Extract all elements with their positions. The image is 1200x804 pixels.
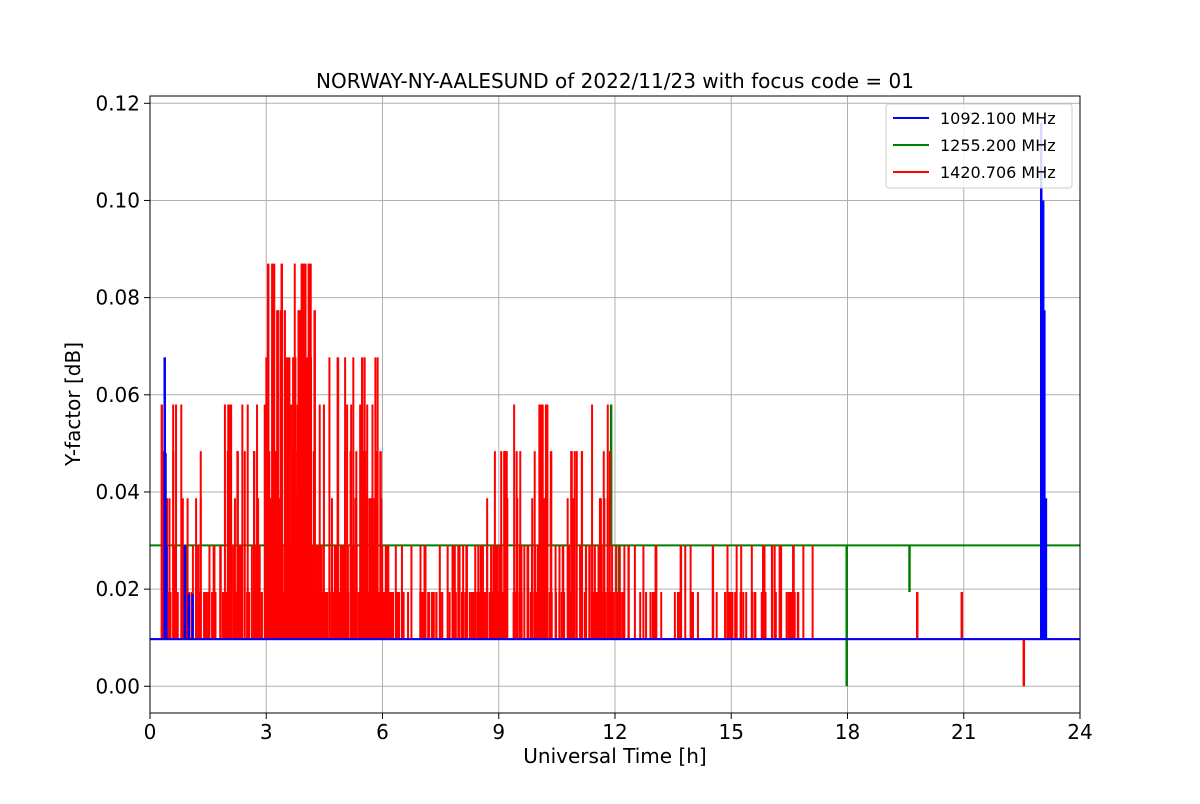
- x-tick-label: 6: [376, 720, 389, 744]
- series-1092100: [150, 122, 1080, 641]
- x-tick-label: 9: [492, 720, 505, 744]
- plot-series: [150, 122, 1080, 687]
- x-tick-label: 15: [719, 720, 744, 744]
- y-tick-label: 0.10: [95, 188, 140, 212]
- y-axis-ticks: 0.00 0.02 0.04 0.06 0.08 0.10 0.12: [95, 91, 150, 698]
- y-tick-label: 0.08: [95, 286, 140, 310]
- legend-box: [885, 103, 1073, 189]
- y-tick-label: 0.04: [95, 480, 140, 504]
- x-axis-label: Universal Time [h]: [523, 744, 706, 768]
- y-tick-label: 0.02: [95, 577, 140, 601]
- y-tick-label: 0.00: [95, 674, 140, 698]
- chart-title: NORWAY-NY-AALESUND of 2022/11/23 with fo…: [316, 69, 914, 93]
- legend-label-1092: 1092.100 MHz: [940, 109, 1056, 128]
- x-tick-label: 0: [144, 720, 157, 744]
- y-tick-label: 0.12: [95, 91, 140, 115]
- legend: 1092.100 MHz 1255.200 MHz 1420.706 MHz: [885, 103, 1073, 189]
- y-axis-label: Y-factor [dB]: [61, 342, 85, 467]
- x-tick-label: 12: [602, 720, 627, 744]
- legend-label-1255: 1255.200 MHz: [940, 136, 1056, 155]
- x-axis-ticks: 0 3 6 9 12 15 18 21 24: [144, 713, 1093, 744]
- x-tick-label: 24: [1067, 720, 1092, 744]
- legend-label-1420: 1420.706 MHz: [940, 163, 1056, 182]
- x-tick-label: 3: [260, 720, 273, 744]
- series-1420706: [150, 263, 1080, 687]
- x-tick-label: 18: [835, 720, 860, 744]
- x-tick-label: 21: [951, 720, 976, 744]
- y-tick-label: 0.06: [95, 383, 140, 407]
